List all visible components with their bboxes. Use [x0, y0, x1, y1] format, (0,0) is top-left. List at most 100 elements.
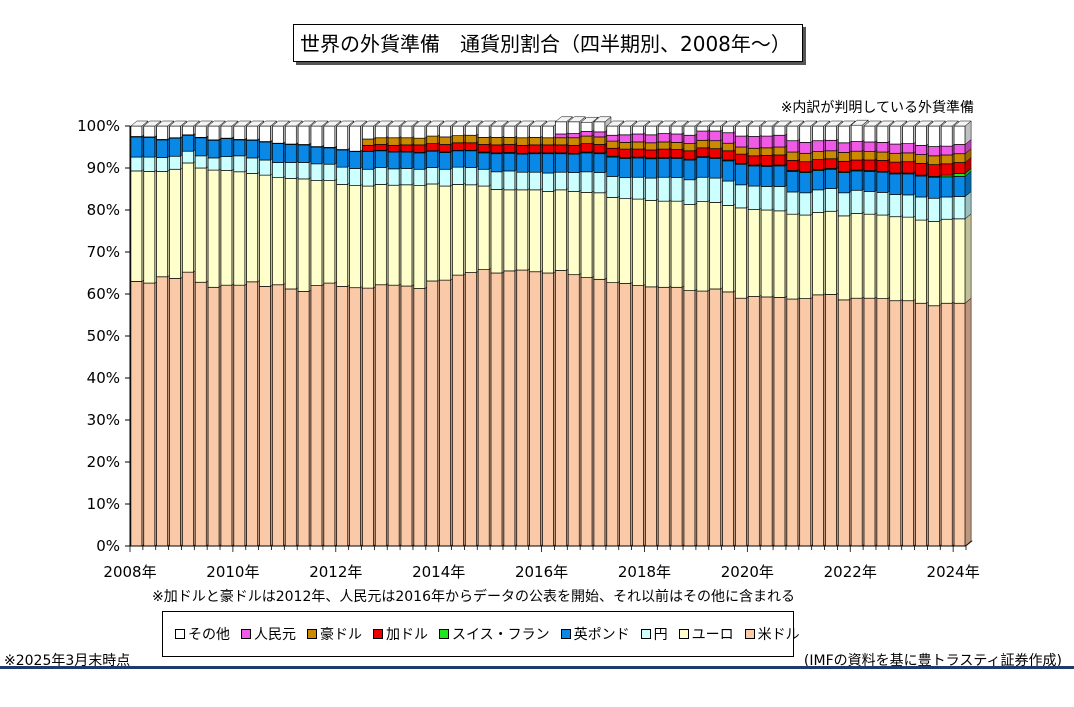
legend-item-スイス・フラン: スイス・フラン — [439, 624, 550, 644]
bar-segment-ユーロ — [464, 184, 477, 273]
bar-segment-その他 — [606, 125, 619, 136]
bar-segment-米ドル — [747, 296, 760, 547]
bar-segment-加ドル — [413, 144, 426, 153]
bar-segment-その他 — [156, 125, 169, 140]
bar-top — [220, 120, 239, 127]
bar-segment-加ドル — [516, 144, 529, 154]
bar-segment-その他 — [940, 125, 953, 147]
bar-top — [168, 120, 188, 127]
bar-segment-円 — [336, 166, 349, 185]
bar-top — [721, 120, 741, 127]
bar-segment-円 — [747, 185, 760, 210]
bar-segment-その他 — [825, 125, 837, 141]
bar-segment-加ドル — [683, 150, 696, 160]
bar-segment-米ドル — [452, 274, 464, 547]
bar-segment-豪ドル — [876, 151, 889, 161]
bar-segment-米ドル — [670, 286, 683, 547]
bar-segment-加ドル — [889, 161, 902, 174]
bar-segment-ユーロ — [490, 189, 503, 274]
bar-segment-その他 — [452, 125, 464, 137]
bar-segment-豪ドル — [863, 151, 876, 161]
bar-segment-米ドル — [799, 298, 812, 547]
bar-segment-英ポンド — [850, 170, 863, 191]
bar-segment-豪ドル — [580, 135, 593, 144]
bar-segment-その他 — [889, 125, 902, 145]
bar-segment-円 — [464, 167, 477, 186]
bar-segment-英ポンド — [554, 153, 567, 173]
bar-segment-加ドル — [735, 153, 747, 164]
bar-top — [927, 120, 947, 127]
bar-top — [297, 120, 316, 127]
bar-segment-豪ドル — [670, 142, 683, 150]
bar-segment-人民元 — [850, 141, 863, 152]
bar-segment-人民元 — [554, 133, 567, 139]
bar-segment-加ドル — [464, 142, 477, 151]
bar-segment-米ドル — [400, 285, 413, 547]
bar-segment-豪ドル — [374, 137, 387, 145]
bar-segment-英ポンド — [876, 171, 889, 193]
bar-segment-ユーロ — [567, 191, 580, 276]
bar-segment-英ポンド — [336, 149, 349, 168]
x-tick-label: 2018年 — [618, 563, 671, 581]
bar-segment-その他 — [246, 125, 259, 141]
bar-segment-その他 — [747, 125, 760, 137]
bar-top — [876, 120, 895, 127]
bar-segment-ユーロ — [632, 198, 644, 286]
bar-top — [528, 120, 548, 127]
bar-segment-英ポンド — [927, 176, 940, 199]
bar-top — [271, 120, 291, 127]
legend-item-豪ドル: 豪ドル — [307, 624, 362, 644]
bar-segment-豪ドル — [606, 140, 619, 149]
bar-top — [734, 120, 754, 127]
bar-segment-英ポンド — [272, 143, 284, 163]
bar-segment-ユーロ — [773, 210, 786, 298]
bar-segment-円 — [477, 168, 490, 187]
bar-segment-円 — [670, 177, 683, 202]
bar-segment-豪ドル — [927, 155, 940, 165]
bar-segment-米ドル — [735, 297, 747, 547]
bar-segment-英ポンド — [194, 137, 207, 157]
bar-top — [799, 120, 818, 127]
bar-segment-円 — [490, 171, 503, 190]
bar-segment-人民元 — [773, 134, 786, 148]
bar-segment-英ポンド — [825, 168, 837, 189]
legend-swatch-その他 — [175, 629, 185, 639]
bar-top — [760, 120, 779, 127]
bar-segment-円 — [953, 196, 966, 220]
legend-label-円: 円 — [653, 627, 668, 643]
y-tick-label: 10% — [87, 495, 120, 513]
bar-segment-その他 — [902, 125, 915, 144]
bar-segment-円 — [567, 172, 580, 192]
bar-segment-英ポンド — [310, 146, 323, 165]
bar-segment-加ドル — [709, 148, 722, 158]
bar-segment-加ドル — [452, 142, 464, 151]
bar-segment-ユーロ — [156, 171, 169, 278]
bar-segment-人民元 — [722, 132, 734, 144]
bar-segment-その他 — [850, 124, 863, 142]
bar-segment-米ドル — [722, 291, 734, 547]
bar-segment-豪ドル — [632, 141, 644, 150]
bar-segment-加ドル — [554, 144, 567, 154]
bar-segment-米ドル — [413, 288, 426, 547]
bar-segment-豪ドル — [464, 134, 477, 144]
bar-top — [850, 119, 869, 126]
bar-segment-英ポンド — [233, 139, 246, 157]
bar-segment-英ポンド — [503, 152, 516, 172]
bar-segment-円 — [850, 189, 863, 214]
bar-segment-米ドル — [387, 284, 400, 547]
bar-segment-米ドル — [786, 298, 799, 547]
bar-segment-円 — [194, 155, 207, 169]
bar-segment-英ポンド — [735, 163, 747, 186]
bar-segment-豪ドル — [413, 137, 426, 146]
legend-item-米ドル: 米ドル — [744, 624, 800, 644]
bar-segment-円 — [940, 196, 953, 220]
bar-segment-その他 — [516, 125, 529, 139]
note-identified-reserves: ※内訳が判明している外貨準備 — [780, 100, 974, 116]
bar-segment-英ポンド — [297, 144, 310, 163]
bar-segment-円 — [259, 159, 271, 176]
bar-segment-ユーロ — [709, 202, 722, 290]
bar-segment-その他 — [233, 125, 246, 140]
bar-segment-その他 — [657, 125, 670, 134]
bar-segment-豪ドル — [503, 136, 516, 145]
bar-segment-円 — [825, 188, 837, 212]
